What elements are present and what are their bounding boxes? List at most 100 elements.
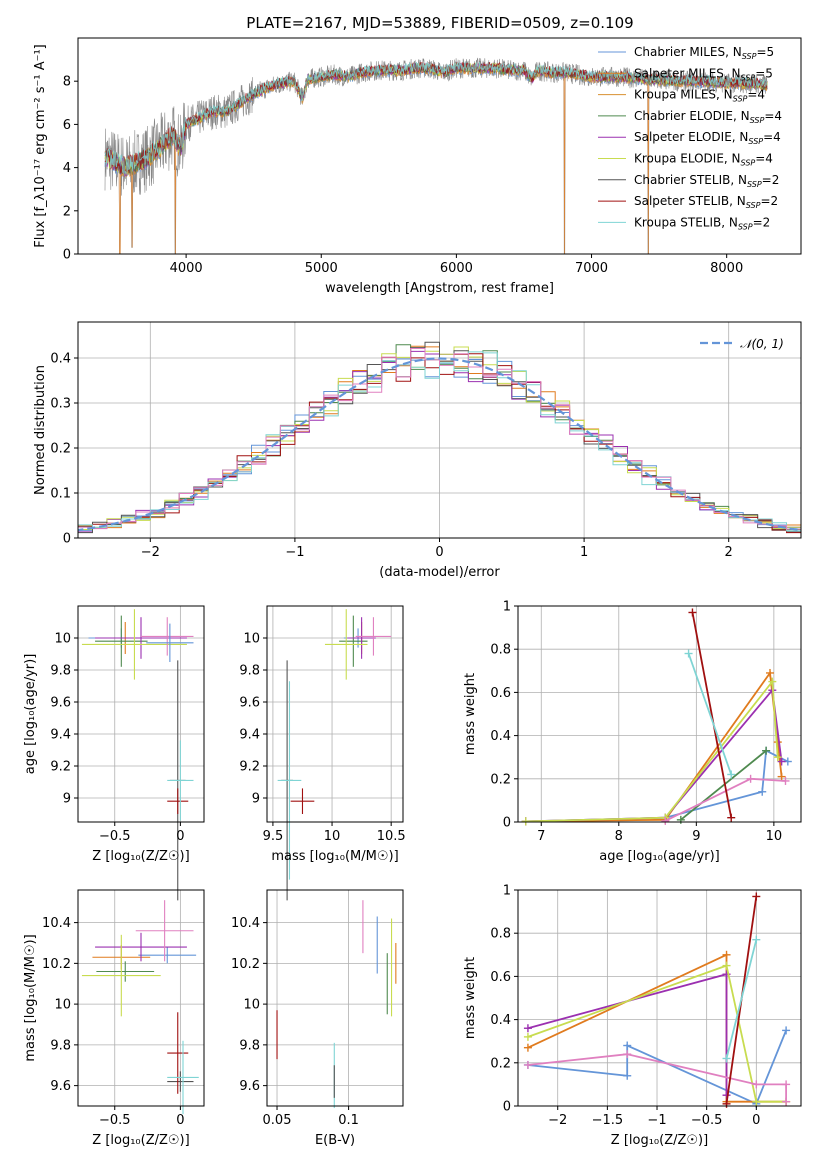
x-axis-label: mass [log₁₀(M/M☉)]: [271, 849, 398, 864]
y-tick-label: 9: [63, 792, 71, 807]
x-tick-label: −2: [141, 545, 160, 560]
series-marker: [762, 746, 771, 755]
legend-entry: Kroupa STELIB, NSSP=2: [634, 215, 770, 231]
y-tick-label: 9.6: [50, 1079, 71, 1094]
x-tick-label: −1: [285, 545, 304, 560]
series-marker: [661, 816, 670, 825]
series-line: [680, 750, 767, 821]
legend-entry: 𝒩(0, 1): [740, 337, 784, 351]
series-marker: [782, 1026, 791, 1035]
grid: [267, 890, 403, 1106]
y-tick-label: 9.2: [50, 760, 71, 775]
x-axis-label: wavelength [Angstrom, rest frame]: [325, 281, 554, 296]
panel-massweight_vs_age: 7 8 9 10 0 0.2 0.4 0.6 0.8 1 age [log₁₀(age/yr)] ma…: [463, 600, 802, 864]
errorbar-point: [277, 681, 302, 880]
series-marker: [746, 774, 755, 783]
y-axis-label: Normed distribution: [33, 365, 48, 495]
x-axis-label: E(B-V): [315, 1133, 355, 1148]
series-marker: [752, 1097, 761, 1106]
series-marker: [722, 950, 731, 959]
y-tick-label: 9.8: [239, 664, 260, 679]
y-tick-label: 9.6: [239, 696, 260, 711]
y-tick-label: 10: [243, 632, 260, 647]
y-tick-label: 0.4: [50, 352, 71, 367]
legend: Chabrier MILES, NSSP=5 Salpeter MILES, NS…: [598, 45, 782, 231]
x-axis-label: Z [log₁₀(Z/Z☉)]: [92, 1133, 189, 1148]
grid: [518, 889, 801, 1107]
y-tick-label: 0: [63, 248, 71, 263]
errorbar-point: [324, 609, 368, 680]
series-marker: [623, 1050, 632, 1059]
series-line: [687, 653, 733, 775]
series-marker: [676, 815, 685, 824]
axes-frame: [77, 605, 205, 823]
errorbars: [81, 900, 199, 1115]
errorbar-point: [95, 932, 187, 962]
errorbar-point: [96, 961, 155, 982]
errorbar-point: [81, 934, 161, 1017]
x-tick-label: 0: [435, 545, 443, 560]
x-tick-label: 9: [692, 829, 700, 844]
x-tick-label: −0.5: [99, 829, 131, 844]
y-tick-label: 10.4: [42, 916, 71, 931]
y-tick-label: 0.2: [490, 1056, 511, 1071]
errorbar-point: [146, 623, 194, 662]
errorbar-point: [81, 609, 187, 680]
legend: 𝒩(0, 1): [700, 337, 784, 351]
series-line: [525, 679, 779, 823]
y-tick-label: 0: [503, 1100, 511, 1115]
series-line: [527, 964, 787, 1103]
series-marker: [752, 935, 761, 944]
series-marker: [758, 787, 767, 796]
x-tick-label: −1.5: [592, 1113, 624, 1128]
errorbar-point: [167, 1071, 194, 1092]
series-marker: [722, 1054, 731, 1063]
panel-residuals: 𝒩(0, 1) −2 −1 0 1 2 0 0.1 0.2 0.3 0.4 (data-model)/…: [33, 321, 802, 580]
series-marker: [765, 668, 774, 677]
series-marker: [523, 1024, 532, 1033]
series-marker: [684, 649, 693, 658]
x-tick-label: 9.5: [263, 829, 284, 844]
x-tick-label: 7000: [575, 261, 608, 276]
series-marker: [782, 1097, 791, 1106]
x-tick-label: 7: [537, 829, 545, 844]
y-tick-label: 9.4: [239, 728, 260, 743]
y-tick-label: 0.4: [490, 729, 511, 744]
series-marker: [523, 1032, 532, 1041]
series-lines: [523, 892, 791, 1108]
x-tick-label: 0: [752, 1113, 760, 1128]
x-tick-label: 0: [176, 1113, 184, 1128]
series-marker: [623, 1041, 632, 1050]
series-marker: [752, 892, 761, 901]
x-tick-label: 0.05: [263, 1113, 292, 1128]
errorbar-point: [138, 947, 197, 964]
series-line: [691, 612, 733, 818]
series-lines: [521, 608, 792, 826]
series-marker: [777, 757, 786, 766]
y-tick-label: 0.3: [50, 397, 71, 412]
axes-frame: [517, 889, 802, 1107]
y-tick-label: 0.2: [50, 442, 71, 457]
x-tick-label: 4000: [170, 261, 203, 276]
y-tick-label: 0: [63, 532, 71, 547]
x-tick-label: 0.1: [338, 1113, 359, 1128]
x-tick-label: 10.5: [377, 829, 406, 844]
errorbar-point: [95, 617, 187, 659]
x-axis-label: (data-model)/error: [379, 565, 500, 580]
legend-entry: Kroupa MILES, NSSP=4: [634, 88, 765, 104]
errorbar-point: [167, 1040, 199, 1115]
y-tick-label: 0.8: [490, 927, 511, 942]
series-marker: [623, 1071, 632, 1080]
gaussian-curve: [78, 357, 801, 532]
y-tick-label: 4: [63, 161, 71, 176]
histograms: [78, 341, 801, 536]
legend-entry: Salpeter ELODIE, NSSP=4: [634, 130, 781, 146]
errorbars: [277, 609, 392, 901]
y-tick-label: 0.8: [490, 643, 511, 658]
legend-entry: Chabrier ELODIE, NSSP=4: [634, 109, 782, 125]
y-tick-label: 0: [503, 816, 511, 831]
y-tick-label: 10: [54, 998, 71, 1013]
y-tick-label: 10.2: [42, 957, 71, 972]
y-tick-label: 0.4: [490, 1013, 511, 1028]
